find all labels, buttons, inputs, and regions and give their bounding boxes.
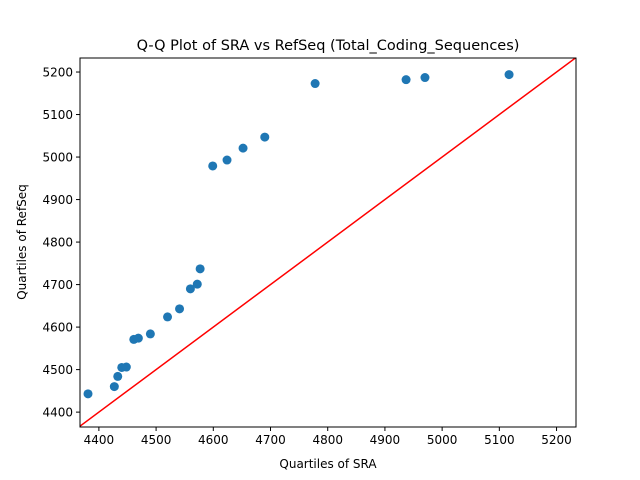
y-tick-label: 4500 — [42, 363, 73, 377]
data-point — [109, 382, 119, 392]
data-point — [260, 132, 270, 142]
data-point — [208, 161, 218, 171]
y-tick-label: 5000 — [42, 151, 73, 165]
y-tick-label: 5100 — [42, 108, 73, 122]
chart-title: Q-Q Plot of SRA vs RefSeq (Total_Coding_… — [137, 38, 520, 54]
data-point — [401, 75, 411, 85]
x-tick-label: 5100 — [484, 433, 515, 447]
data-point — [504, 70, 514, 80]
data-point — [145, 329, 155, 339]
x-tick-label: 5200 — [541, 433, 572, 447]
y-tick-label: 4600 — [42, 321, 73, 335]
x-axis-ticks: 4400 4500 4600 4700 4800 4900 5000 5100 5200 — [84, 427, 572, 447]
y-tick-label: 4900 — [42, 193, 73, 207]
x-tick-label: 5000 — [427, 433, 458, 447]
x-tick-label: 4800 — [312, 433, 343, 447]
y-tick-label: 4700 — [42, 278, 73, 292]
data-point — [310, 79, 320, 89]
x-tick-label: 4500 — [141, 433, 172, 447]
data-point — [113, 371, 123, 381]
x-axis-label: Quartiles of SRA — [279, 457, 377, 471]
data-point — [192, 279, 202, 289]
reference-line-layer — [80, 58, 576, 427]
points-layer — [83, 70, 514, 399]
x-tick-label: 4400 — [84, 433, 115, 447]
data-point — [420, 73, 430, 83]
data-point — [238, 143, 248, 153]
y-tick-label: 4400 — [42, 406, 73, 420]
x-tick-label: 4600 — [198, 433, 229, 447]
data-point — [163, 312, 173, 322]
data-point — [133, 333, 143, 343]
x-tick-label: 4700 — [255, 433, 286, 447]
data-point — [121, 362, 131, 372]
data-point — [185, 284, 195, 294]
x-tick-label: 4900 — [370, 433, 401, 447]
y-axis-ticks: 4400 4500 4600 4700 4800 4900 5000 5100 5200 — [42, 66, 80, 420]
y-tick-label: 5200 — [42, 66, 73, 80]
y-axis-label: Quartiles of RefSeq — [15, 184, 29, 300]
reference-line — [80, 58, 576, 427]
data-point — [175, 304, 185, 314]
data-point — [83, 389, 93, 399]
data-point — [222, 155, 232, 165]
y-tick-label: 4800 — [42, 236, 73, 250]
data-point — [195, 264, 205, 274]
